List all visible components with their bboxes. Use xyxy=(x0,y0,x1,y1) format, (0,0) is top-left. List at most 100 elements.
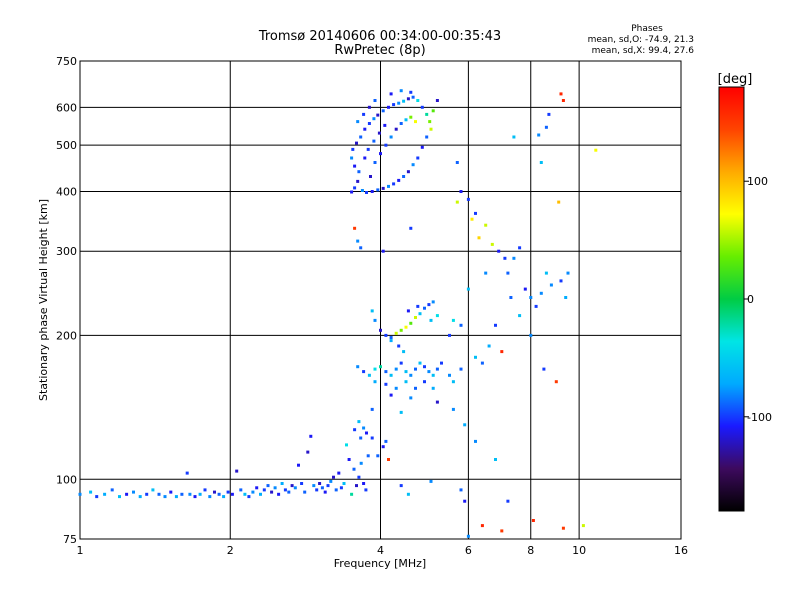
data-point xyxy=(277,492,281,496)
data-point xyxy=(320,486,324,490)
data-point xyxy=(360,189,364,192)
data-point xyxy=(337,471,341,475)
data-point xyxy=(188,492,192,496)
data-point xyxy=(397,178,401,182)
data-point xyxy=(381,445,385,449)
data-point xyxy=(451,407,455,411)
data-point xyxy=(404,370,408,374)
data-point xyxy=(435,314,439,318)
x-tick-label-6: 6 xyxy=(465,544,472,557)
data-point xyxy=(373,318,377,322)
data-point xyxy=(300,482,304,485)
y-tick-label-750: 750 xyxy=(56,55,77,68)
colorbar-bar xyxy=(718,86,745,512)
data-point xyxy=(222,495,226,499)
data-point xyxy=(470,217,474,221)
data-point xyxy=(394,127,398,131)
data-point xyxy=(326,484,330,488)
x-tick-label-1: 1 xyxy=(77,544,84,557)
data-point xyxy=(448,333,451,337)
data-point xyxy=(559,279,563,283)
data-point xyxy=(251,490,255,494)
data-point xyxy=(355,141,358,145)
data-point xyxy=(406,492,410,496)
data-point xyxy=(389,92,393,96)
colorbar-ticks: 100 0 -100 xyxy=(744,175,772,424)
data-point xyxy=(389,336,393,339)
data-point xyxy=(370,309,374,313)
data-point xyxy=(347,458,351,461)
y-tick-label-500: 500 xyxy=(56,139,77,152)
data-point xyxy=(303,490,307,494)
data-point xyxy=(208,495,212,499)
data-point xyxy=(384,370,388,374)
data-point xyxy=(384,439,388,443)
data-point xyxy=(480,361,484,365)
data-point xyxy=(350,156,354,160)
data-point xyxy=(355,484,358,488)
data-point xyxy=(365,431,368,435)
data-point xyxy=(78,492,82,496)
data-point xyxy=(416,156,420,160)
data-point xyxy=(534,304,538,308)
data-point xyxy=(414,316,417,319)
data-point xyxy=(357,475,361,479)
data-point xyxy=(352,467,356,471)
plot-area: 1 2 4 6 8 10 16 75 100 200 300 400 500 600 750 xyxy=(56,55,688,557)
data-point xyxy=(389,339,393,343)
y-tick-label-75: 75 xyxy=(63,533,77,546)
data-point xyxy=(506,499,510,503)
data-point xyxy=(564,296,568,299)
data-point xyxy=(367,122,371,125)
data-point xyxy=(110,488,114,492)
data-point xyxy=(418,361,422,365)
data-point xyxy=(512,256,516,260)
data-point xyxy=(411,95,415,99)
data-point xyxy=(484,223,488,227)
data-point xyxy=(89,490,93,494)
data-point xyxy=(180,492,184,496)
data-point xyxy=(356,365,360,369)
chart-subtitle: RwPretec (8p) xyxy=(334,43,425,58)
data-point xyxy=(466,534,470,538)
data-point xyxy=(145,492,149,496)
data-point xyxy=(362,370,366,374)
data-point xyxy=(440,361,443,365)
data-point xyxy=(477,236,481,240)
data-point xyxy=(370,407,374,411)
data-point xyxy=(247,495,251,499)
data-point xyxy=(418,312,422,316)
data-point xyxy=(157,492,161,496)
data-point xyxy=(306,450,310,454)
data-point xyxy=(384,382,388,386)
data-point xyxy=(455,200,459,204)
data-point xyxy=(537,133,541,137)
data-point xyxy=(402,99,406,103)
x-tick-label-2: 2 xyxy=(227,544,234,557)
data-point xyxy=(435,400,439,404)
data-point xyxy=(459,367,463,371)
data-point xyxy=(561,99,565,102)
data-point xyxy=(559,92,563,96)
data-point xyxy=(387,184,390,188)
data-point xyxy=(342,482,346,485)
data-point xyxy=(497,249,501,253)
data-point xyxy=(547,112,551,116)
data-point xyxy=(423,306,426,310)
data-point xyxy=(163,495,167,499)
data-point xyxy=(429,318,433,322)
data-point xyxy=(329,479,333,483)
data-point xyxy=(376,454,380,458)
y-tick-label-600: 600 xyxy=(56,101,77,114)
data-point xyxy=(594,148,598,152)
data-point xyxy=(427,303,431,307)
data-point xyxy=(235,469,239,473)
colorbar-tick-label--100: -100 xyxy=(747,411,772,424)
data-point xyxy=(132,490,135,494)
data-point xyxy=(376,113,380,117)
data-point xyxy=(404,325,408,329)
data-point xyxy=(416,99,420,102)
data-point xyxy=(362,112,366,116)
data-point xyxy=(392,103,396,107)
